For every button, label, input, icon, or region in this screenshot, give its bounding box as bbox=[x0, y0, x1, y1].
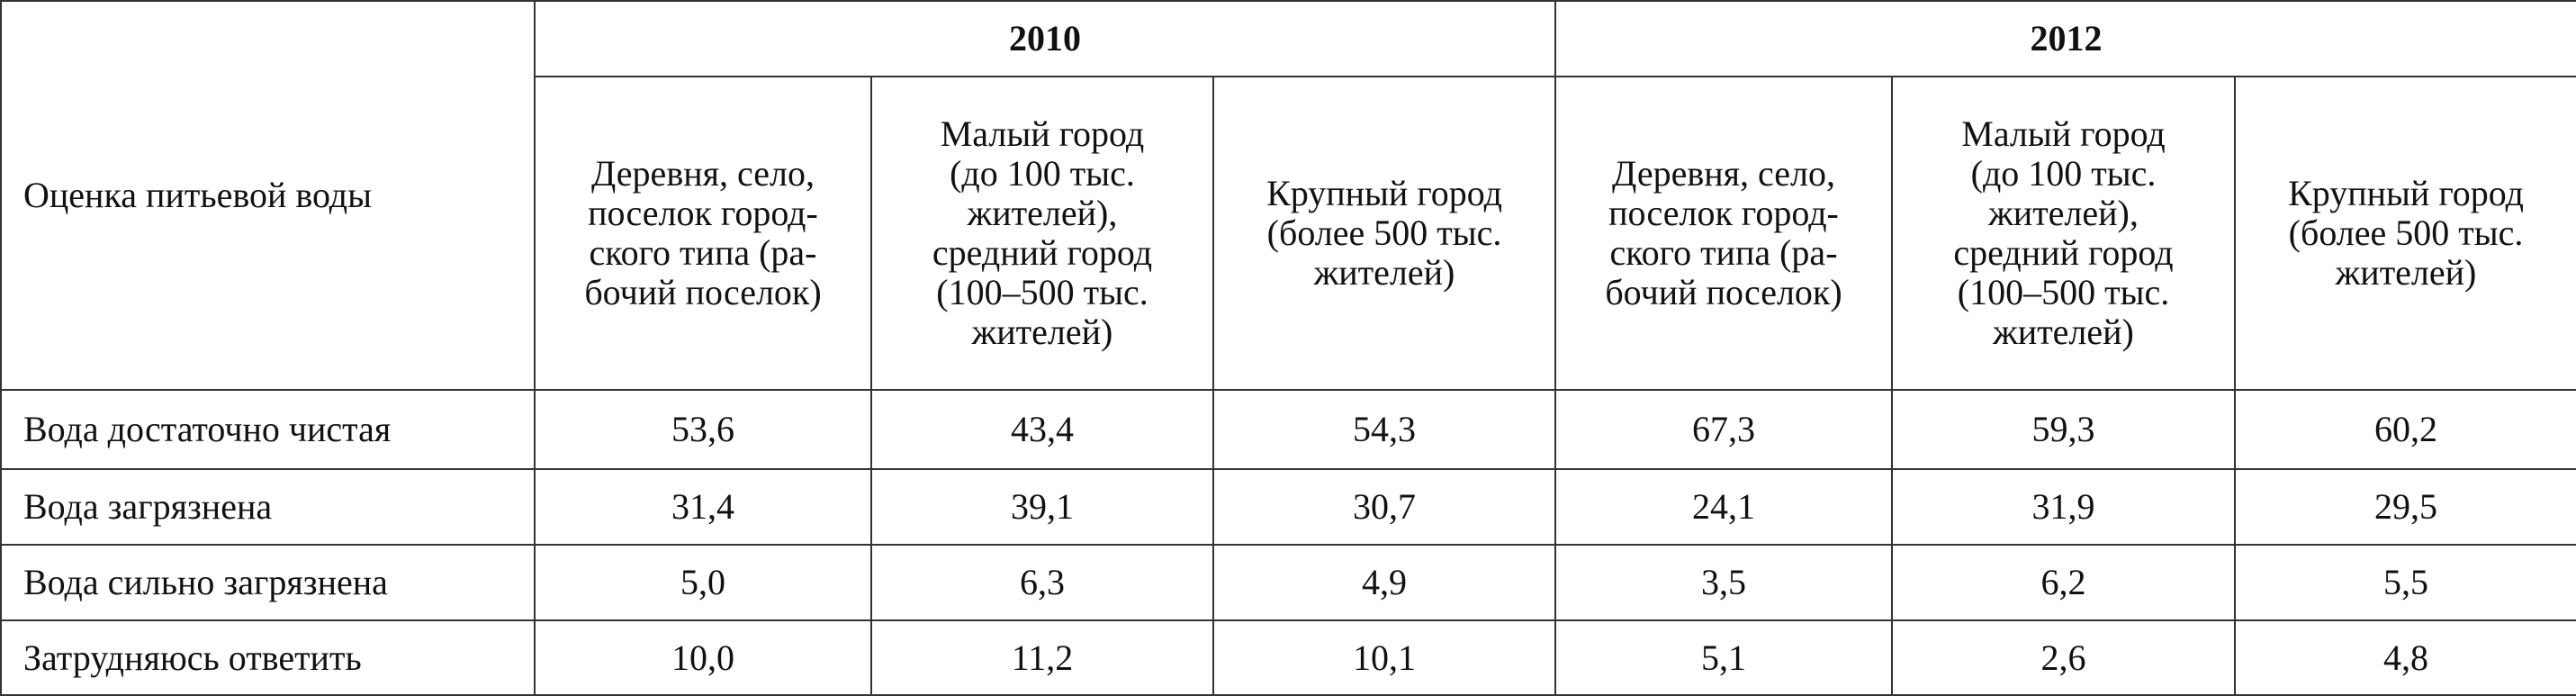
column-header: Крупный город (более 500 тыс. жителей) bbox=[1211, 76, 1557, 391]
header-line: бочий поселок) bbox=[1605, 272, 1842, 312]
cell-value: 5,5 bbox=[2234, 544, 2576, 621]
header-line: Деревня, село, bbox=[591, 153, 815, 194]
row-label: Вода достаточно чистая bbox=[0, 389, 536, 470]
data-row: Вода загрязнена 31,4 39,1 30,7 24,1 31,9 29,5 bbox=[0, 468, 2576, 546]
cell-value: 53,6 bbox=[534, 389, 872, 470]
header-line: Деревня, село, bbox=[1612, 153, 1835, 194]
column-header: Деревня, село, поселок город-ского типа (… bbox=[1554, 76, 1894, 391]
header-line: жителей) bbox=[1993, 312, 2134, 352]
column-header: Деревня, село, поселок город-ского типа (… bbox=[534, 76, 872, 391]
header-line: поселок город- bbox=[1608, 193, 1839, 233]
cell-value: 43,4 bbox=[870, 389, 1214, 470]
column-header: Малый город (до 100 тыс. жителей), средний … bbox=[870, 76, 1214, 391]
header-line: жителей) bbox=[1313, 252, 1455, 293]
header-line: жителей) bbox=[2335, 252, 2477, 293]
header-line: Малый город bbox=[1961, 113, 2166, 154]
header-line: (более 500 тыс. bbox=[1266, 212, 1502, 253]
row-label: Вода сильно загрязнена bbox=[0, 544, 536, 621]
cell-value: 31,4 bbox=[534, 468, 872, 546]
header-line: ского типа (ра- bbox=[589, 232, 817, 273]
cell-value: 10,1 bbox=[1211, 619, 1557, 696]
cell-value: 31,9 bbox=[1891, 468, 2237, 546]
header-line: жителей), bbox=[967, 193, 1118, 233]
cell-value: 2,6 bbox=[1891, 619, 2237, 696]
row-label: Вода загрязнена bbox=[0, 468, 536, 546]
header-line: ского типа (ра- bbox=[1609, 232, 1838, 273]
cell-value: 67,3 bbox=[1554, 389, 1894, 470]
subheader-row: Деревня, село, поселок город-ского типа (… bbox=[1, 76, 2576, 391]
header-line: Малый город bbox=[940, 113, 1145, 154]
row-label-header: Оценка питьевой воды bbox=[0, 0, 536, 391]
header-line: Крупный город bbox=[1266, 173, 1502, 213]
cell-value: 4,8 bbox=[2234, 619, 2576, 696]
header-line: жителей), bbox=[1988, 193, 2139, 233]
cell-value: 4,9 bbox=[1211, 544, 1557, 621]
header-line: (до 100 тыс. bbox=[950, 153, 1135, 194]
cell-value: 10,0 bbox=[534, 619, 872, 696]
data-row: Затрудняюсь ответить 10,0 11,2 10,1 5,1 2,6 4,… bbox=[0, 619, 2576, 696]
cell-value: 3,5 bbox=[1554, 544, 1894, 621]
cell-value: 11,2 bbox=[870, 619, 1214, 696]
header-line: жителей) bbox=[971, 312, 1113, 352]
header-row: Оценка питьевой воды 2010 2012 bbox=[0, 0, 2576, 391]
header-line: (100–500 тыс. bbox=[1957, 272, 2170, 312]
header-line: средний город bbox=[932, 232, 1153, 273]
header-line: бочий поселок) bbox=[584, 272, 822, 312]
year-header: 2012 bbox=[1554, 0, 2576, 77]
cell-value: 5,0 bbox=[534, 544, 872, 621]
cell-value: 60,2 bbox=[2234, 389, 2576, 470]
cell-value: 5,1 bbox=[1554, 619, 1894, 696]
cell-value: 6,2 bbox=[1891, 544, 2237, 621]
cell-value: 6,3 bbox=[870, 544, 1214, 621]
year-header: 2010 bbox=[533, 0, 1557, 77]
cell-value: 39,1 bbox=[870, 468, 1214, 546]
data-row: Вода достаточно чистая 53,6 43,4 54,3 67,3 59… bbox=[0, 389, 2576, 470]
cell-value: 29,5 bbox=[2234, 468, 2576, 546]
column-header: Крупный город (более 500 тыс. жителей) bbox=[2234, 76, 2576, 391]
header-line: средний город bbox=[1953, 232, 2174, 273]
row-label: Затрудняюсь ответить bbox=[0, 619, 536, 696]
header-line: Крупный город bbox=[2288, 173, 2524, 213]
header-line: (100–500 тыс. bbox=[936, 272, 1148, 312]
header-line: (до 100 тыс. bbox=[1970, 153, 2157, 194]
data-row: Вода сильно загрязнена 5,0 6,3 4,9 3,5 6,2 5,5 bbox=[0, 544, 2576, 621]
cell-value: 59,3 bbox=[1891, 389, 2237, 470]
cell-value: 54,3 bbox=[1211, 389, 1557, 470]
header-line: (более 500 тыс. bbox=[2288, 212, 2524, 253]
cell-value: 24,1 bbox=[1554, 468, 1894, 546]
cell-value: 30,7 bbox=[1211, 468, 1557, 546]
header-line: поселок город- bbox=[588, 193, 818, 233]
column-header: Малый город (до 100 тыс. жителей), средний … bbox=[1891, 76, 2237, 391]
